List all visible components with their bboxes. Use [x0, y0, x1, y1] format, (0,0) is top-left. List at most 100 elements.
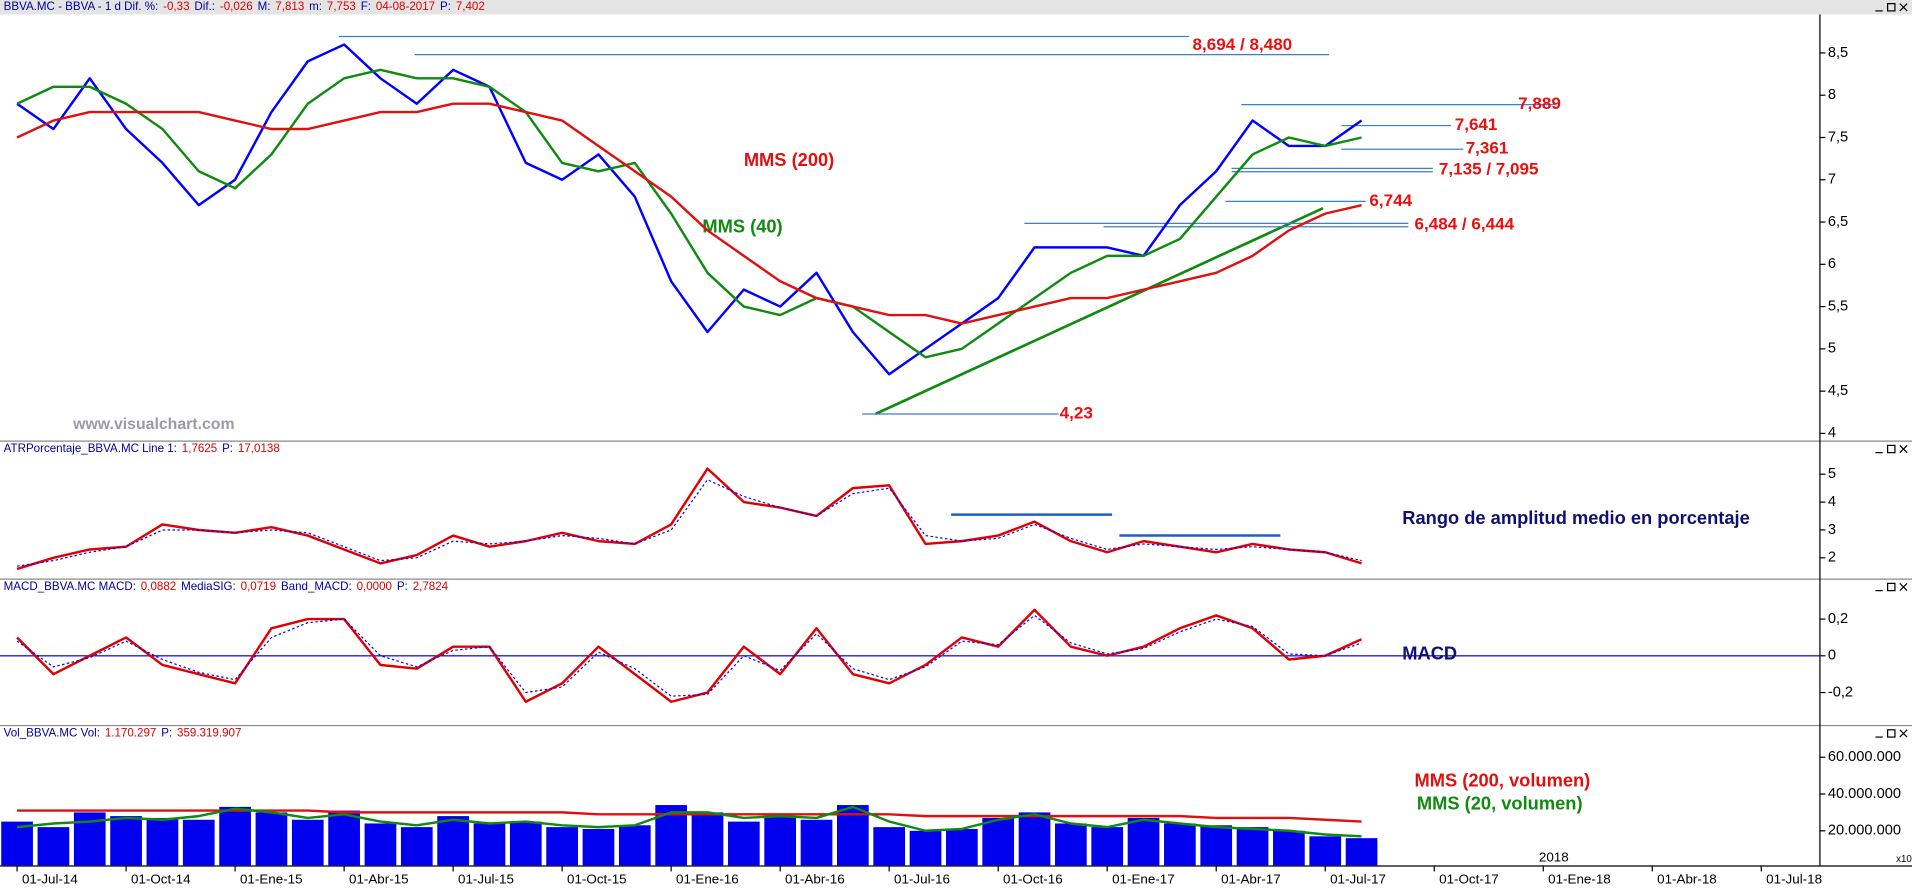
volume-bar [691, 812, 724, 866]
window-controls [1875, 3, 1908, 738]
maximize-icon[interactable] [1887, 582, 1896, 592]
x-tick-label: 01-Abr-18 [1657, 871, 1717, 886]
header-part: 1,7625 [182, 443, 217, 455]
y-tick-label: 5,5 [1828, 298, 1848, 314]
y-tick-label: 2 [1828, 550, 1836, 566]
y-tick-label: 6,5 [1828, 214, 1848, 230]
maximize-icon[interactable] [1887, 3, 1896, 12]
x-tick-label: 01-Jul-15 [458, 871, 514, 886]
header-part: MediaSIG: [181, 581, 236, 593]
y-tick-label: -0,2 [1828, 684, 1853, 700]
header-part: 2,7824 [413, 581, 449, 593]
series-line [16, 102, 1362, 325]
series-label: MMS (200, volumen) [1414, 771, 1590, 791]
y-tick-label: 5 [1828, 341, 1836, 357]
x-tick-label: 01-Ene-17 [1112, 871, 1175, 886]
volume-bar [1164, 823, 1196, 866]
y-tick-label: 7 [1828, 172, 1836, 188]
header-part: Dif.: [194, 1, 215, 13]
volume-bar [873, 827, 906, 866]
volume-bar [473, 823, 506, 866]
series-line [16, 479, 1362, 567]
series-label: MMS (40) [702, 216, 782, 236]
x-tick-label: 01-Jul-18 [1766, 871, 1822, 886]
panel-header: ATRPorcentaje_BBVA.MC Line 1: 1,7625 P: 17,… [4, 443, 280, 455]
x-tick-label: 01-Oct-16 [1003, 871, 1063, 886]
y-tick-label: 4 [1828, 494, 1836, 510]
volume-bar [982, 817, 1015, 866]
maximize-icon[interactable] [1887, 729, 1896, 738]
volume-bar [1055, 823, 1087, 866]
series-line [16, 614, 1362, 697]
header-part: 359.319.907 [177, 728, 241, 740]
volume-bar [255, 812, 288, 866]
volume-bar [909, 830, 942, 866]
scale-note: x10 [1896, 854, 1912, 865]
header-part: -0,33 [163, 1, 189, 13]
volume-bar [37, 827, 70, 866]
x-tick-label: 01-Ene-16 [676, 871, 739, 886]
y-tick-label: 0 [1828, 648, 1836, 664]
header-part: Band_MACD: [281, 581, 352, 593]
y-tick-label: 5 [1828, 466, 1836, 482]
maximize-icon[interactable] [1887, 444, 1896, 454]
close-icon[interactable] [1899, 729, 1908, 738]
close-icon[interactable] [1899, 582, 1908, 592]
header-part: M: [258, 1, 271, 13]
y-tick-label: 8 [1828, 87, 1836, 103]
header-part: P: [440, 1, 451, 13]
panel-header: BBVA.MC - BBVA - 1 d Dif. %: -0,33 Dif.: -0… [4, 1, 485, 13]
header-part: Vol_BBVA.MC Vol: [4, 728, 100, 740]
header-part: 17,0138 [238, 443, 280, 455]
volume-bar [1345, 838, 1378, 866]
header-part: 7,813 [275, 1, 304, 13]
level-label: 6,484 / 6,444 [1414, 215, 1514, 234]
volume-bar [1127, 817, 1160, 866]
x-tick-label: 01-Oct-17 [1439, 871, 1499, 886]
x-tick-label: 01-Jul-14 [22, 871, 78, 886]
close-icon[interactable] [1899, 3, 1908, 12]
header-part: -0,026 [220, 1, 253, 13]
level-label: 6,744 [1369, 191, 1412, 210]
header-part: P: [161, 728, 172, 740]
volume-bar [764, 816, 797, 866]
volume-bar [110, 816, 142, 866]
x-tick-label: 01-Ene-15 [240, 871, 303, 886]
volume-bar [727, 821, 760, 866]
series-label: MMS (20, volumen) [1417, 794, 1583, 814]
series-line [16, 68, 1362, 359]
panel-header: MACD_BBVA.MC MACD: 0,0882 MediaSIG: 0,0719 B… [4, 581, 449, 593]
series-line [16, 608, 1363, 703]
header-part: MACD_BBVA.MC MACD: [4, 581, 136, 593]
header-part: 7,753 [327, 1, 356, 13]
y-tick-label: 7,5 [1828, 129, 1848, 145]
x-tick-label: 01-Abr-16 [785, 871, 845, 886]
volume-bar [1273, 830, 1305, 866]
level-label: 7,889 [1518, 94, 1561, 113]
level-label: 8,694 / 8,480 [1193, 35, 1293, 54]
volume-bar [582, 828, 615, 866]
header-part: 04-08-2017 [376, 1, 435, 13]
x-tick-label: 01-Ene-18 [1548, 871, 1611, 886]
series-label: MMS (200) [744, 150, 834, 170]
y-tick-label: 3 [1828, 522, 1836, 538]
volume-bar [291, 819, 324, 866]
x-tick-label: 01-Jul-17 [1330, 871, 1386, 886]
volume-bar [328, 810, 360, 866]
volume-bar [800, 819, 833, 866]
header-part: ATRPorcentaje_BBVA.MC Line 1: [4, 443, 177, 455]
header-part: 1.170.297 [105, 728, 157, 740]
y-tick-label: 8,5 [1828, 45, 1848, 61]
level-label: 7,641 [1455, 115, 1498, 134]
close-icon[interactable] [1899, 444, 1908, 454]
y-tick-label: 4,5 [1828, 383, 1848, 399]
annotation: MACD [1402, 644, 1457, 664]
level-label: 4,23 [1060, 404, 1093, 423]
axis-note: 2018 [1539, 850, 1569, 865]
panel-header: Vol_BBVA.MC Vol: 1.170.297 P: 359.319.907 [4, 728, 242, 740]
y-tick-label: 20.000.000 [1828, 823, 1901, 839]
series-line [16, 805, 1362, 838]
volume-bar [1200, 825, 1233, 866]
header-part: 0,0000 [357, 581, 392, 593]
